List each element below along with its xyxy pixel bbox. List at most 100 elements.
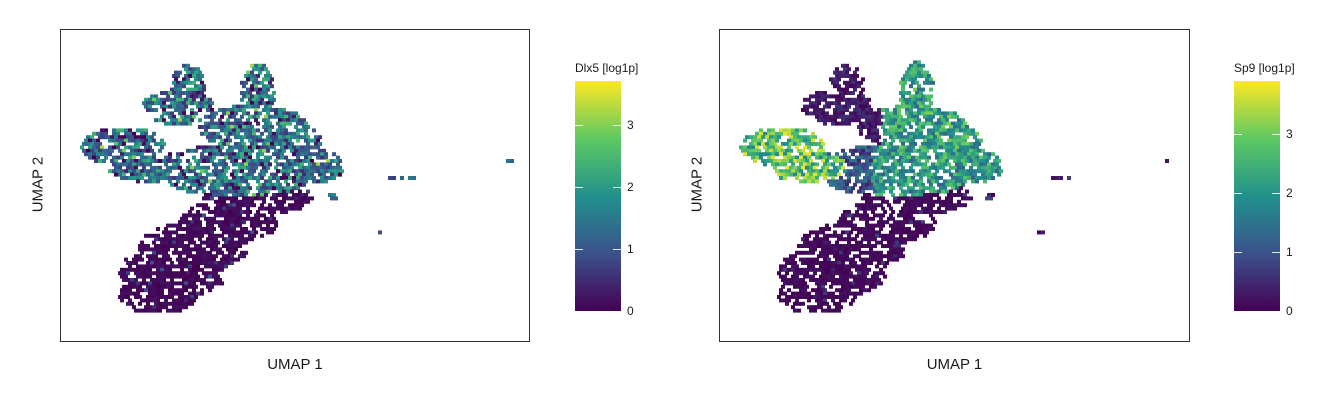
hex-cell — [879, 152, 883, 157]
hex-cell — [206, 206, 210, 211]
hex-cell — [813, 308, 817, 313]
hex-cell — [925, 165, 929, 170]
hex-cell — [250, 63, 254, 68]
hex-cell — [230, 148, 234, 153]
hex-cell — [963, 145, 967, 150]
hex-cell — [837, 159, 841, 163]
hex-cell — [184, 227, 188, 231]
hex-cell — [188, 281, 192, 286]
hex-cell — [292, 152, 296, 157]
hex-cell — [963, 131, 967, 136]
hex-cell — [865, 261, 869, 265]
hex-cell — [256, 97, 260, 102]
hex-cell — [220, 257, 224, 262]
hex-cell — [100, 145, 104, 150]
hex-cell — [809, 135, 813, 140]
hex-cell — [154, 118, 158, 123]
hex-cell — [182, 108, 186, 112]
hex-cell — [276, 162, 280, 167]
hex-cell — [180, 216, 184, 221]
hex-cell — [807, 138, 811, 143]
hex-cell — [867, 128, 871, 133]
hex-cell — [294, 111, 298, 116]
hex-cell — [114, 172, 118, 177]
hex-cell — [751, 155, 755, 160]
hex-cell — [138, 135, 142, 140]
hex-cell — [761, 142, 765, 146]
colorbar-tickmark — [1234, 193, 1242, 195]
hex-cell — [847, 186, 851, 191]
hex-cell — [160, 114, 164, 119]
hex-cell — [148, 179, 152, 184]
hex-cell — [248, 186, 252, 191]
hex-cell — [222, 142, 226, 146]
hex-cell — [232, 210, 236, 214]
hex-cell — [142, 172, 146, 177]
hex-cell — [266, 84, 270, 89]
hex-cell — [286, 159, 290, 163]
hex-cell — [901, 148, 905, 153]
hex-cell — [927, 227, 931, 231]
hex-cell — [124, 138, 128, 143]
hex-cell — [200, 169, 204, 174]
hex-cell — [174, 159, 178, 163]
hex-cell — [857, 206, 861, 211]
hex-cell — [957, 125, 961, 129]
hex-cell — [192, 155, 196, 160]
hex-cell — [212, 227, 216, 231]
hex-cell — [208, 216, 212, 221]
hex-cell — [803, 97, 807, 102]
hex-cell — [791, 274, 795, 279]
hex-cell — [190, 94, 194, 99]
hex-cell — [260, 97, 264, 102]
hex-cell — [258, 135, 262, 140]
hex-cell — [921, 70, 925, 75]
hex-cell — [899, 227, 903, 231]
hex-cell — [907, 145, 911, 150]
hex-cell — [204, 193, 208, 197]
hex-cell — [286, 196, 290, 201]
hex-cell — [957, 172, 961, 177]
hex-cell — [841, 182, 845, 187]
hex-cell — [755, 155, 759, 160]
hex-cell — [250, 101, 254, 106]
hex-cell — [833, 77, 837, 82]
hex-cell — [114, 165, 118, 170]
hex-cell — [264, 114, 268, 119]
hex-cell — [246, 213, 250, 218]
hex-cell — [965, 196, 969, 201]
hex-cell — [224, 162, 228, 167]
hex-cell — [270, 182, 274, 187]
hex-cell — [939, 152, 943, 157]
hex-cell — [779, 128, 783, 133]
hex-cell — [230, 206, 234, 211]
hex-cell — [286, 118, 290, 123]
hex-cell — [248, 74, 252, 78]
hex-cell — [302, 196, 306, 201]
hex-cell — [795, 298, 799, 303]
hex-cell — [837, 172, 841, 177]
hex-cell — [801, 108, 805, 112]
hex-cell — [825, 254, 829, 259]
hex-cell — [112, 138, 116, 143]
hex-cell — [128, 152, 132, 157]
hex-cell — [186, 159, 190, 163]
hex-cell — [989, 172, 993, 177]
hex-cell — [889, 111, 893, 116]
hex-cell — [981, 159, 985, 163]
hex-cell — [266, 165, 270, 170]
hex-cell — [186, 148, 190, 153]
hex-cell — [138, 301, 142, 306]
hex-cell — [943, 162, 947, 167]
hex-cell — [244, 121, 248, 126]
hex-cell — [128, 155, 132, 160]
hex-cell — [176, 80, 180, 85]
hex-cell — [879, 162, 883, 167]
hex-cell — [296, 131, 300, 136]
hex-cell — [220, 145, 224, 150]
hex-cell — [881, 271, 885, 276]
hex-cell — [148, 104, 152, 109]
hex-cell — [392, 176, 396, 180]
hex-cell — [184, 97, 188, 102]
hex-cell — [861, 261, 865, 265]
